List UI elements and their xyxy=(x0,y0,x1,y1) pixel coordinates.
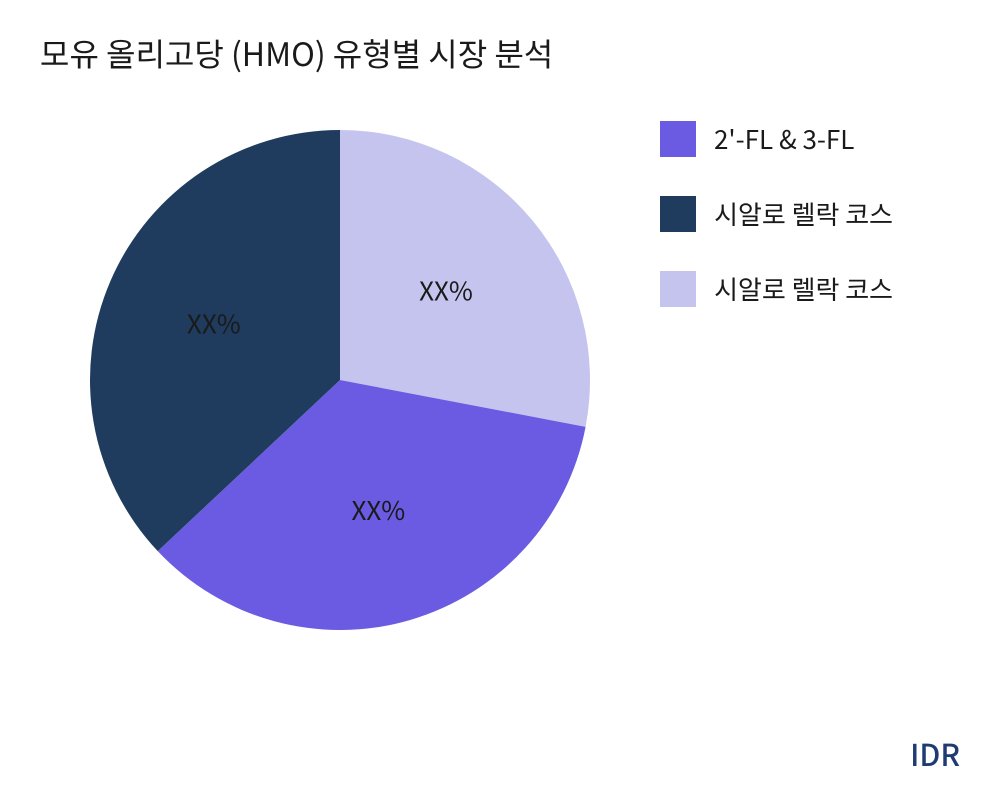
legend-swatch xyxy=(660,271,696,307)
legend-item: 시알로 렐락 코스 xyxy=(660,270,893,307)
pie-slice-label: XX% xyxy=(419,271,473,308)
legend-label: 2'-FL & 3-FL xyxy=(714,120,854,157)
legend-item: 2'-FL & 3-FL xyxy=(660,120,893,157)
legend-label: 시알로 렐락 코스 xyxy=(714,195,893,232)
pie-slice-label: XX% xyxy=(351,491,405,528)
legend-swatch xyxy=(660,121,696,157)
chart-container: 모유 올리고당 (HMO) 유형별 시장 분석 XX% XX% XX% 2'-FL … xyxy=(0,0,1000,800)
chart-title: 모유 올리고당 (HMO) 유형별 시장 분석 xyxy=(40,30,553,76)
legend-item: 시알로 렐락 코스 xyxy=(660,195,893,232)
pie-slice-label: XX% xyxy=(187,304,241,341)
footer-brand: IDR xyxy=(910,731,960,775)
legend-swatch xyxy=(660,196,696,232)
legend-label: 시알로 렐락 코스 xyxy=(714,270,893,307)
pie-chart: XX% XX% XX% xyxy=(90,130,590,630)
legend: 2'-FL & 3-FL시알로 렐락 코스시알로 렐락 코스 xyxy=(660,120,893,307)
